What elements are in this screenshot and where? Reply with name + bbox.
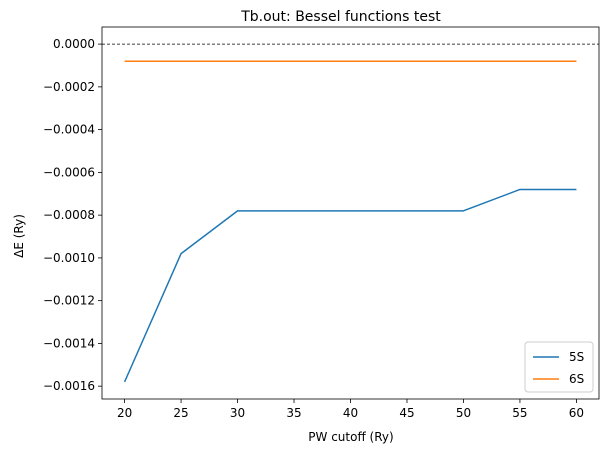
y-tick-label: −0.0004 (43, 123, 95, 137)
axis-ticks: 20 25 30 35 40 45 50 55 60 0.0000 −0.0002 −0.0004 −0… (43, 37, 584, 420)
y-tick-label: −0.0012 (43, 294, 95, 308)
y-tick-label: −0.0010 (43, 251, 95, 265)
y-tick-label: −0.0016 (43, 379, 95, 393)
chart-title: Tb.out: Bessel functions test (240, 9, 441, 25)
y-tick-label: −0.0014 (43, 336, 95, 350)
plot-frame (101, 26, 600, 400)
y-tick-label: −0.0008 (43, 208, 95, 222)
y-tick-label: −0.0002 (43, 80, 95, 94)
y-tick-label: −0.0006 (43, 165, 95, 179)
x-tick-label: 50 (456, 406, 471, 420)
y-axis-title: ΔE (Ry) (12, 214, 26, 258)
series-line-5s (123, 188, 577, 383)
x-axis-title: PW cutoff (Ry) (308, 430, 393, 444)
legend-label-5s: 5S (569, 350, 584, 364)
legend-label-6s: 6S (569, 372, 584, 386)
x-tick-label: 40 (343, 406, 358, 420)
legend: 5S 6S (524, 341, 594, 393)
plot-area (102, 43, 599, 383)
x-tick-label: 20 (117, 406, 132, 420)
x-tick-label: 35 (286, 406, 301, 420)
y-tick-label: 0.0000 (53, 37, 95, 51)
x-tick-label: 45 (399, 406, 414, 420)
x-tick-label: 30 (230, 406, 245, 420)
x-tick-label: 60 (569, 406, 584, 420)
x-tick-label: 25 (173, 406, 188, 420)
x-tick-label: 55 (512, 406, 527, 420)
